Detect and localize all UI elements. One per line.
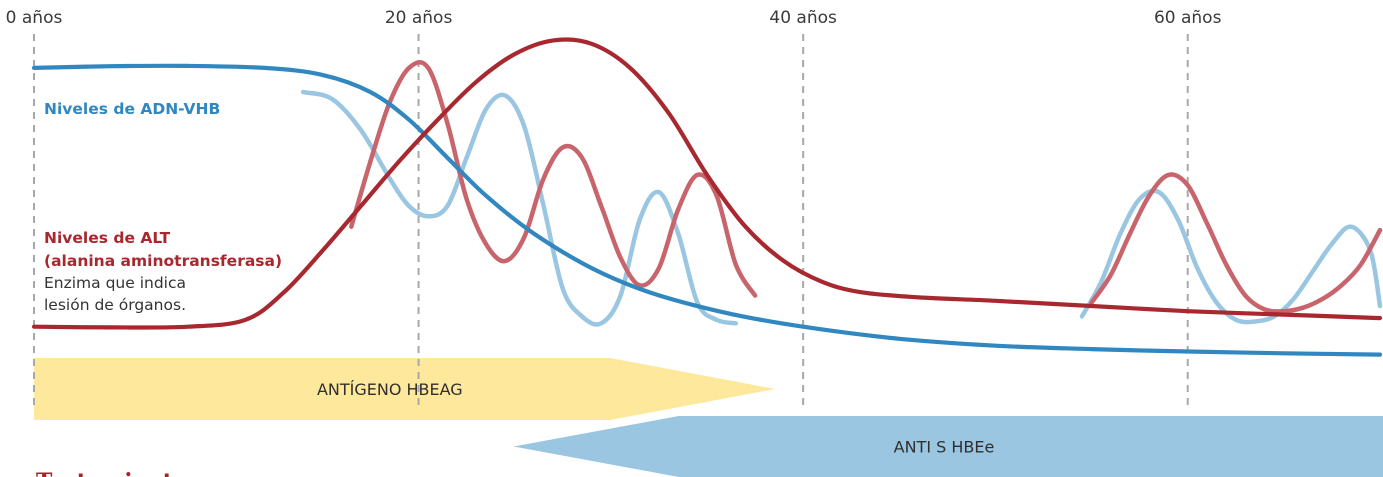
series-fluctuation-2-line-1 bbox=[1079, 188, 1383, 325]
series-fluctuation-2-line-0 bbox=[300, 89, 739, 327]
annotation-niveles-de-alt: Niveles de ALT bbox=[44, 229, 171, 247]
series-fluctuation-3-line-0 bbox=[349, 60, 758, 298]
annotation-niveles-de-adn-vhb: Niveles de ADN-VHB bbox=[44, 100, 220, 118]
partial-heading-group: Tratamiento bbox=[36, 469, 188, 477]
annotation-enzima-que-indica: Enzima que indica bbox=[44, 274, 186, 292]
tick-label-0: 0 años bbox=[6, 8, 63, 28]
annotation-lesion-de-organos: lesión de órganos. bbox=[44, 296, 186, 314]
series-niveles-de-alt-alanina-aminotransferasa-line-0 bbox=[31, 37, 1383, 330]
antigen-bands: ANTÍGENO HBEAG ANTI S HBEe bbox=[34, 358, 1383, 477]
series-annotations: Niveles de ADN-VHB Niveles de ALT (alanina… bbox=[44, 100, 282, 314]
band-antigeno-hbeag bbox=[34, 358, 776, 420]
tick-label-20: 20 años bbox=[385, 8, 453, 28]
series-fluctuation-3-line-1 bbox=[1089, 172, 1383, 314]
band-label-antigeno-hbeag: ANTÍGENO HBEAG bbox=[317, 380, 463, 399]
annotation-alanina-aminotransferasa: (alanina aminotransferasa) bbox=[44, 252, 282, 270]
band-anti-s-hbee bbox=[513, 416, 1383, 477]
tick-label-60: 60 años bbox=[1154, 8, 1222, 28]
section-heading-partial: Tratamiento bbox=[36, 469, 188, 477]
tick-label-40: 40 años bbox=[769, 8, 837, 28]
band-label-anti-s-hbee: ANTI S HBEe bbox=[894, 438, 995, 457]
series-lines bbox=[31, 37, 1383, 357]
series-niveles-de-adn-vhb-line-0 bbox=[31, 63, 1383, 357]
x-axis-ticks: 0 años 20 años 40 años 60 años bbox=[6, 8, 1222, 28]
year-gridlines bbox=[33, 34, 1189, 408]
